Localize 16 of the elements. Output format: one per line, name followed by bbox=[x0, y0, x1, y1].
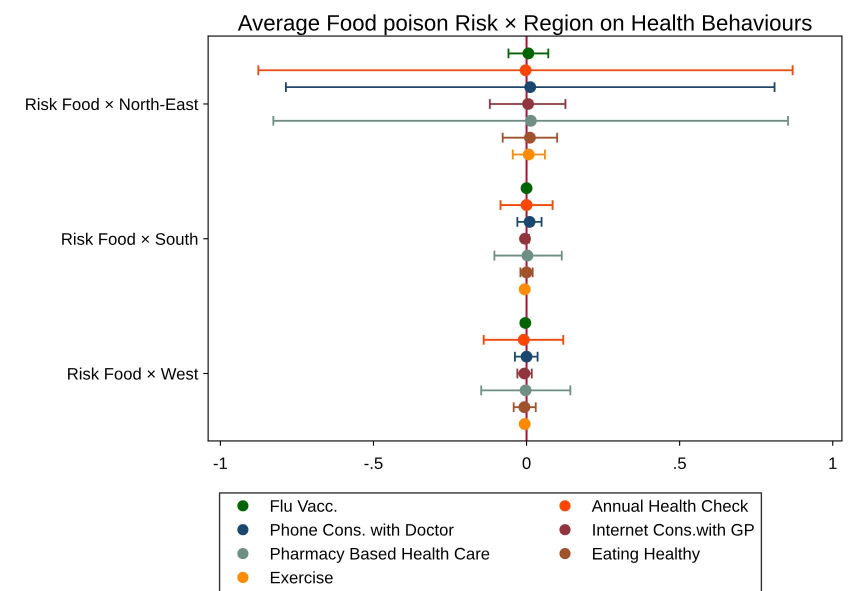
x-tick-label: .5 bbox=[674, 457, 686, 470]
legend-label: Exercise bbox=[270, 571, 333, 584]
legend-label: Annual Health Check bbox=[592, 500, 748, 512]
chart-title: Average Food poison Risk × Region on Health Behaviours bbox=[238, 14, 812, 36]
x-tick-label: -1 bbox=[214, 457, 227, 469]
y-tick-label: Risk Food × South bbox=[62, 232, 198, 245]
x-tick-label: 0 bbox=[522, 457, 531, 470]
legend-label: Flu Vacc. bbox=[270, 500, 336, 512]
y-tick-label: Risk Food × West bbox=[68, 367, 198, 380]
legend-label: Pharmacy Based Health Care bbox=[270, 547, 490, 563]
y-tick-label: Risk Food × North-East bbox=[26, 98, 198, 110]
legend-label: Internet Cons.with GP bbox=[593, 523, 754, 536]
x-tick-label: 1 bbox=[829, 457, 837, 469]
legend-label: Eating Healthy bbox=[593, 547, 700, 563]
legend-label: Phone Cons. with Doctor bbox=[270, 523, 454, 536]
x-tick-label: -.5 bbox=[364, 457, 382, 470]
